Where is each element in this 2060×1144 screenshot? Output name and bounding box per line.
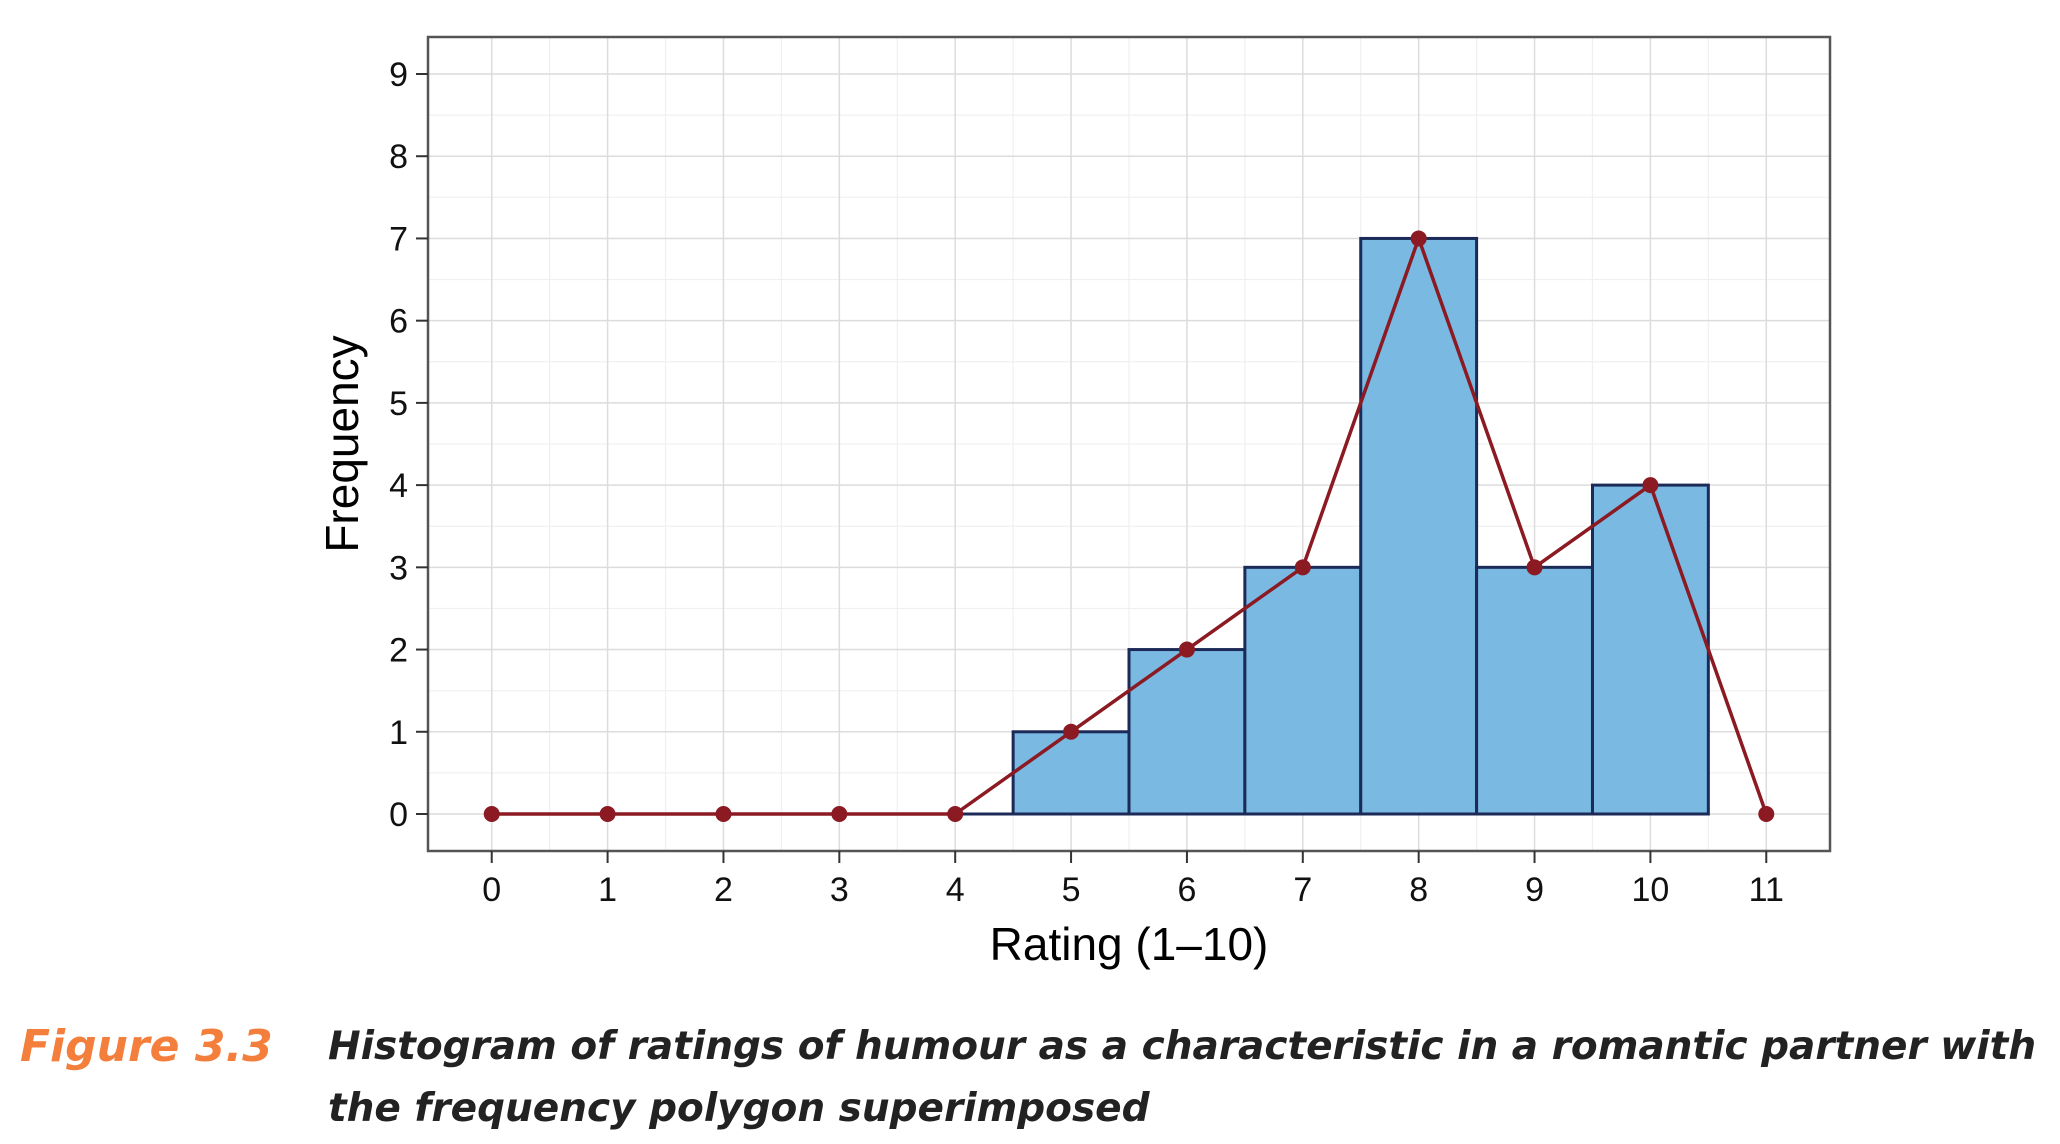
polygon-point-4 [947, 806, 964, 822]
polygon-point-7 [1294, 559, 1311, 576]
y-tick-label: 3 [389, 549, 408, 587]
polygon-point-11 [1758, 806, 1775, 822]
x-tick-label: 10 [1631, 871, 1669, 909]
x-tick-label: 3 [830, 871, 849, 909]
histogram-bar-10 [1590, 483, 1710, 816]
y-tick-label: 9 [389, 56, 408, 94]
y-tick-label: 8 [389, 138, 408, 176]
y-tick-label: 6 [389, 303, 408, 341]
polygon-point-5 [1063, 723, 1080, 740]
y-axis-title: Frequency [316, 335, 368, 552]
histogram-bar-6 [1127, 648, 1247, 816]
x-tick-label: 11 [1749, 871, 1784, 909]
x-tick-label: 1 [598, 871, 617, 909]
plot-border [426, 35, 1832, 853]
x-tick-label: 5 [1062, 871, 1081, 909]
histogram-bar-9 [1475, 565, 1594, 816]
x-axis-ticks: 0 1 2 3 4 5 6 7 8 9 10 11 [482, 851, 1784, 909]
polygon-point-10 [1642, 477, 1659, 494]
x-tick-label: 2 [714, 871, 733, 909]
y-tick-label: 7 [389, 220, 408, 258]
histogram-bar-5 [1011, 730, 1131, 816]
y-tick-label: 4 [389, 467, 408, 505]
y-tick-label: 0 [389, 796, 408, 834]
polygon-point-2 [715, 806, 732, 822]
x-tick-label: 0 [482, 871, 501, 909]
polygon-point-8 [1410, 230, 1427, 247]
x-tick-label: 8 [1409, 871, 1428, 909]
y-tick-label: 2 [389, 632, 408, 670]
figure-number: Figure 3.3 [20, 1021, 273, 1072]
polygon-point-1 [599, 806, 616, 822]
x-axis-title: Rating (1–10) [990, 918, 1269, 970]
x-tick-label: 9 [1525, 871, 1544, 909]
x-tick-label: 4 [946, 871, 965, 909]
histogram-bar-7 [1243, 565, 1363, 816]
y-axis-ticks: 0 1 2 3 4 5 6 7 8 9 [389, 56, 428, 834]
polygon-point-6 [1178, 641, 1195, 658]
figure-caption-text: Histogram of ratings of humour as a char… [328, 1024, 2037, 1131]
polygon-point-9 [1526, 559, 1543, 576]
frequency-polygon-points [483, 230, 1775, 822]
x-tick-label: 7 [1293, 871, 1312, 909]
polygon-point-3 [831, 806, 848, 822]
histogram-bar-8 [1359, 236, 1479, 816]
y-tick-label: 1 [389, 714, 408, 752]
frequency-polygon-line [491, 236, 1768, 816]
y-tick-label: 5 [389, 385, 408, 423]
x-tick-label: 6 [1177, 871, 1196, 909]
polygon-point-0 [483, 806, 500, 822]
